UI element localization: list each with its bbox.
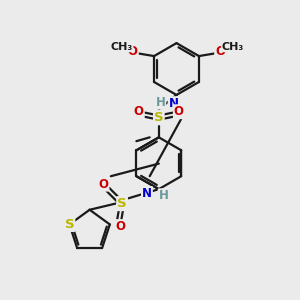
Text: S: S	[154, 111, 164, 124]
Text: CH₃: CH₃	[222, 42, 244, 52]
Text: O: O	[174, 105, 184, 118]
Text: N: N	[142, 187, 152, 200]
Text: O: O	[98, 178, 109, 191]
Text: CH₃: CH₃	[110, 42, 133, 52]
Text: H: H	[159, 189, 169, 202]
Text: O: O	[128, 45, 138, 58]
Text: N: N	[169, 97, 178, 110]
Text: S: S	[117, 197, 127, 210]
Text: S: S	[65, 218, 74, 231]
Text: O: O	[134, 105, 144, 118]
Text: O: O	[116, 220, 126, 233]
Text: H: H	[155, 96, 165, 109]
Text: O: O	[215, 45, 225, 58]
